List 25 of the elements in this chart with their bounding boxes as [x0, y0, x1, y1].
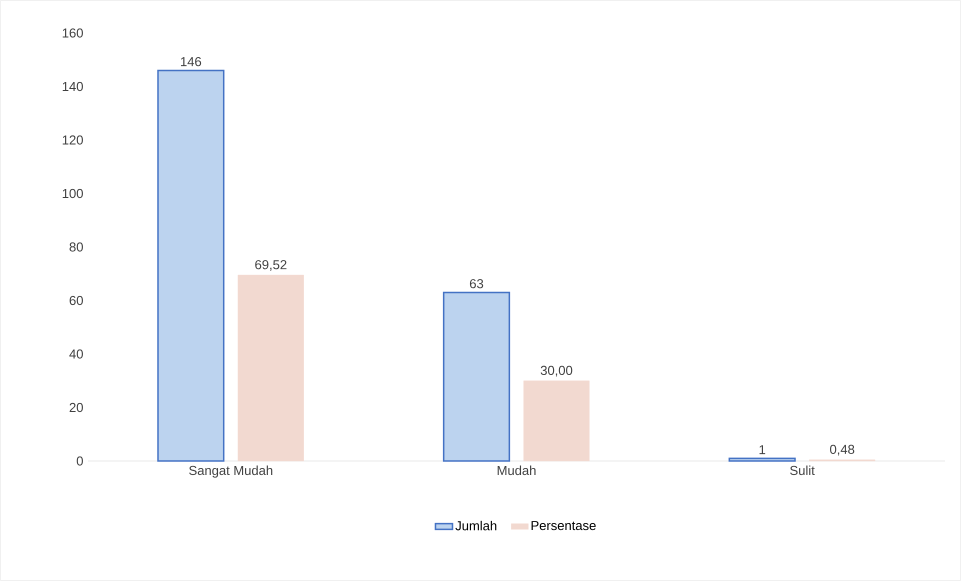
x-tick-label: Sangat Mudah — [189, 466, 272, 478]
data-label: 30,00 — [540, 366, 572, 377]
y-tick-label: 140 — [62, 82, 83, 92]
y-tick-label: 80 — [70, 242, 83, 252]
bar — [728, 458, 796, 462]
data-label: 1 — [760, 445, 766, 454]
bar — [442, 292, 510, 462]
x-tick-label: Sulit — [790, 466, 815, 476]
y-tick-label: 100 — [62, 188, 83, 198]
data-label: 63 — [470, 279, 484, 288]
y-tick-label: 40 — [69, 349, 83, 359]
y-tick-label: 160 — [62, 28, 83, 38]
y-tick-label: 60 — [70, 296, 83, 306]
data-label: 69,52 — [255, 260, 286, 271]
legend-label: Persentase — [532, 521, 596, 530]
y-tick-label: 120 — [62, 135, 83, 145]
data-label: 0,48 — [830, 444, 854, 456]
legend-label: Jumlah — [455, 520, 496, 530]
data-label: 146 — [180, 57, 202, 66]
y-tick-label: 20 — [70, 402, 83, 412]
x-tick-label: Mudah — [498, 466, 536, 476]
y-tick-label: 0 — [76, 456, 83, 466]
bar — [157, 70, 224, 462]
bar — [523, 380, 590, 462]
bar — [238, 274, 304, 462]
